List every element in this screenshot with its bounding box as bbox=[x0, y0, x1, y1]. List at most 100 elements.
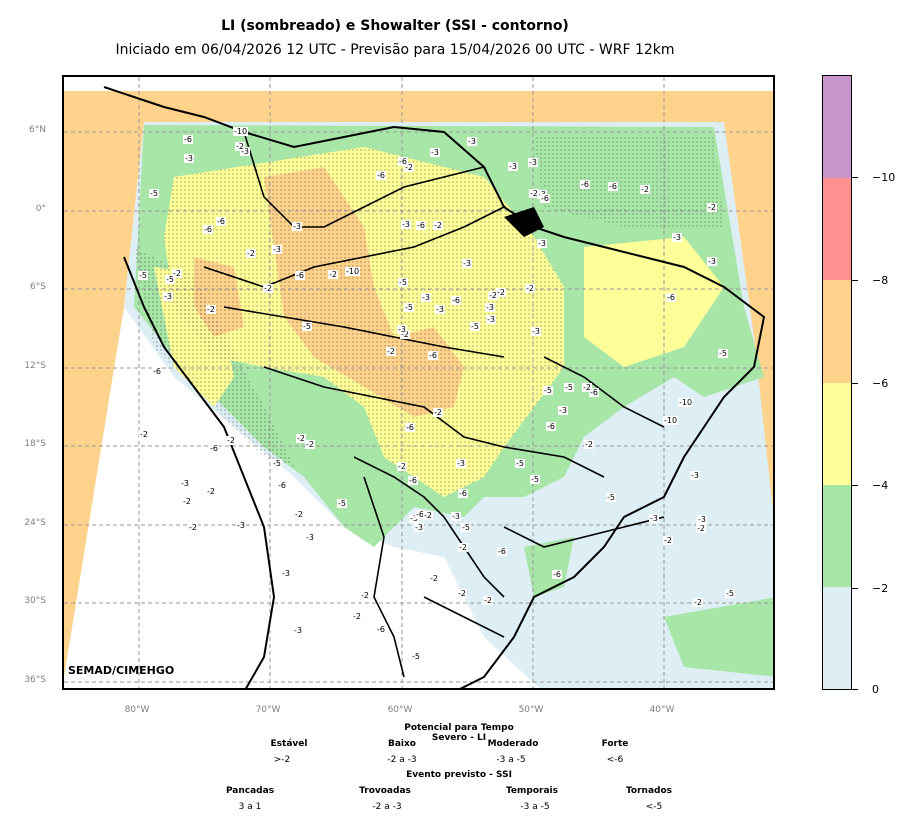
ssi-contour-label: -3 bbox=[236, 521, 246, 530]
ssi-contour-label: -6 bbox=[589, 388, 599, 397]
ssi-contour-label: -3 bbox=[508, 162, 518, 171]
ssi-contour-label: -5 bbox=[302, 322, 312, 331]
ssi-contour-label: -3 bbox=[240, 147, 250, 156]
ssi-contour-label: -5 bbox=[165, 275, 175, 284]
ssi-contour-label: -3 bbox=[401, 220, 411, 229]
ssi-contour-label: -3 bbox=[485, 303, 495, 312]
ssi-contour-label: -6 bbox=[398, 157, 408, 166]
ssi-contour-label: -3 bbox=[451, 512, 461, 521]
ssi-contour-label: -6 bbox=[376, 171, 386, 180]
ssi-contour-label: -3 bbox=[531, 327, 541, 336]
lat-label-24s: 24°S bbox=[24, 518, 46, 528]
ssi-contour-label: -6 bbox=[203, 225, 213, 234]
ssi-contour-label: -5 bbox=[530, 475, 540, 484]
ssi-contour-label: -3 bbox=[537, 239, 547, 248]
ssi-contour-label: -2 bbox=[458, 543, 468, 552]
li-cat-estavel: Estável bbox=[270, 739, 308, 749]
ssi-contour-label: -2 bbox=[246, 249, 256, 258]
ssi-cat-temporais: Temporais bbox=[505, 786, 558, 796]
ssi-contour-label: -2 bbox=[397, 462, 407, 471]
colorbar-label-10: −10 bbox=[872, 171, 896, 184]
ssi-contour-label: -5 bbox=[564, 383, 574, 392]
ssi-contour-label: -6 bbox=[497, 547, 507, 556]
out-of-domain-shade bbox=[64, 91, 773, 677]
ssi-contour-label: -2 bbox=[172, 269, 182, 278]
ssi-contour-label: -3 bbox=[180, 479, 190, 488]
ssi-contour-label: -2 bbox=[693, 598, 703, 607]
ssi-contour-label: -2 bbox=[584, 440, 594, 449]
ssi-legend-title: Evento previsto - SSI bbox=[406, 770, 512, 780]
colorbar-segment-green bbox=[823, 485, 851, 587]
ssi-contour-label: -2 bbox=[305, 440, 315, 449]
lat-label-30s: 30°S bbox=[24, 596, 46, 606]
ssi-contour-label: -3 bbox=[414, 523, 424, 532]
ssi-contour-label: -3 bbox=[528, 158, 538, 167]
ssi-contour-label: -6 bbox=[152, 367, 162, 376]
ssi-contour-label: -6 bbox=[216, 217, 226, 226]
ssi-contour-label: -3 bbox=[292, 222, 302, 231]
ssi-contour-label: -2 bbox=[433, 408, 443, 417]
ssi-contour-label: -3 bbox=[293, 626, 303, 635]
ssi-contour-label: -2 bbox=[525, 284, 535, 293]
ssi-contour-label: -5 bbox=[461, 523, 471, 532]
amazon-delta bbox=[504, 207, 544, 237]
country-borders bbox=[203, 131, 665, 678]
ssi-contour-label: -2 bbox=[400, 330, 410, 339]
ssi-contour-label: -2 bbox=[328, 270, 338, 279]
ssi-contour-label: -10 bbox=[345, 267, 361, 276]
ssi-contour-label: -2 bbox=[206, 305, 216, 314]
ssi-contour-label: -3 bbox=[409, 514, 419, 523]
ssi-contour-label: -2 bbox=[206, 487, 216, 496]
lat-label-6s: 6°S bbox=[30, 282, 46, 292]
lat-label-12s: 12°S bbox=[24, 361, 46, 371]
ssi-contour-label: -3 bbox=[486, 315, 496, 324]
colorbar-label-8: −8 bbox=[872, 274, 889, 287]
li-cat-moderado: Moderado bbox=[487, 739, 539, 749]
ssi-contour-label: -2 bbox=[263, 284, 273, 293]
ssi-contour-label: -6 bbox=[451, 296, 461, 305]
ssi-contour-label: -6 bbox=[666, 293, 676, 302]
ssi-contour-label: -3 bbox=[697, 515, 707, 524]
ssi-contour-label: -2 bbox=[457, 589, 467, 598]
ssi-contour-label: -3 bbox=[690, 471, 700, 480]
ssi-contour-label: -3 bbox=[397, 325, 407, 334]
ssi-contour-label: -3 bbox=[281, 569, 291, 578]
ssi-contour-label: -3 bbox=[184, 154, 194, 163]
ssi-contour-label: -6 bbox=[428, 351, 438, 360]
ssi-contour-label: -5 bbox=[470, 322, 480, 331]
ssi-contour-label: -6 bbox=[277, 481, 287, 490]
ssi-contour-label: -3 bbox=[421, 293, 431, 302]
ssi-contour-label: -2 bbox=[483, 596, 493, 605]
ssi-contour-label: -5 bbox=[725, 589, 735, 598]
ssi-contour-label: -3 bbox=[672, 233, 682, 242]
coastline bbox=[103, 86, 766, 688]
ssi-contour-label: -6 bbox=[415, 510, 425, 519]
ssi-contour-label: -5 bbox=[404, 303, 414, 312]
ssi-contour-label: -6 bbox=[295, 271, 305, 280]
ssi-contour-label: -2 bbox=[582, 383, 592, 392]
lat-label-0: 0° bbox=[35, 204, 46, 214]
ssi-contour-label: -2 bbox=[433, 221, 443, 230]
ssi-range-trovoadas: -2 a -3 bbox=[372, 802, 402, 812]
ssi-contour-label: -2 bbox=[696, 524, 706, 533]
ssi-contour-label: -6 bbox=[546, 422, 556, 431]
colorbar-label-0: 0 bbox=[872, 683, 879, 696]
ssi-contour-label: -5 bbox=[398, 278, 408, 287]
ssi-contour-label: -10 bbox=[663, 416, 679, 425]
ssi-contour-label: -2 bbox=[488, 291, 498, 300]
ssi-contour-label: -2 bbox=[640, 185, 650, 194]
ssi-cat-pancadas: Pancadas bbox=[225, 786, 275, 796]
colorbar-segment-purple bbox=[823, 76, 851, 178]
map-panel[interactable]: -6-6-2-2-2-2-3-2-3-5-3-3-2-2-2-3-3-3-3-2… bbox=[62, 75, 775, 690]
ssi-contour-label: -5 bbox=[138, 271, 148, 280]
ssi-range-pancadas: 3 a 1 bbox=[238, 802, 262, 812]
ssi-contour-label: -2 bbox=[294, 510, 304, 519]
ssi-contour-label: -2 bbox=[429, 574, 439, 583]
ssi-contour-label: -3 bbox=[649, 514, 659, 523]
ssi-contour-label: -5 bbox=[718, 349, 728, 358]
ssi-range-temporais: -3 a -5 bbox=[520, 802, 550, 812]
map-title: LI (sombreado) e Showalter (SSI - contor… bbox=[221, 18, 569, 34]
colorbar-segment-yellow bbox=[823, 383, 851, 485]
ssi-contour-label: -2 bbox=[352, 612, 362, 621]
lon-label-60w: 60°W bbox=[387, 705, 413, 715]
